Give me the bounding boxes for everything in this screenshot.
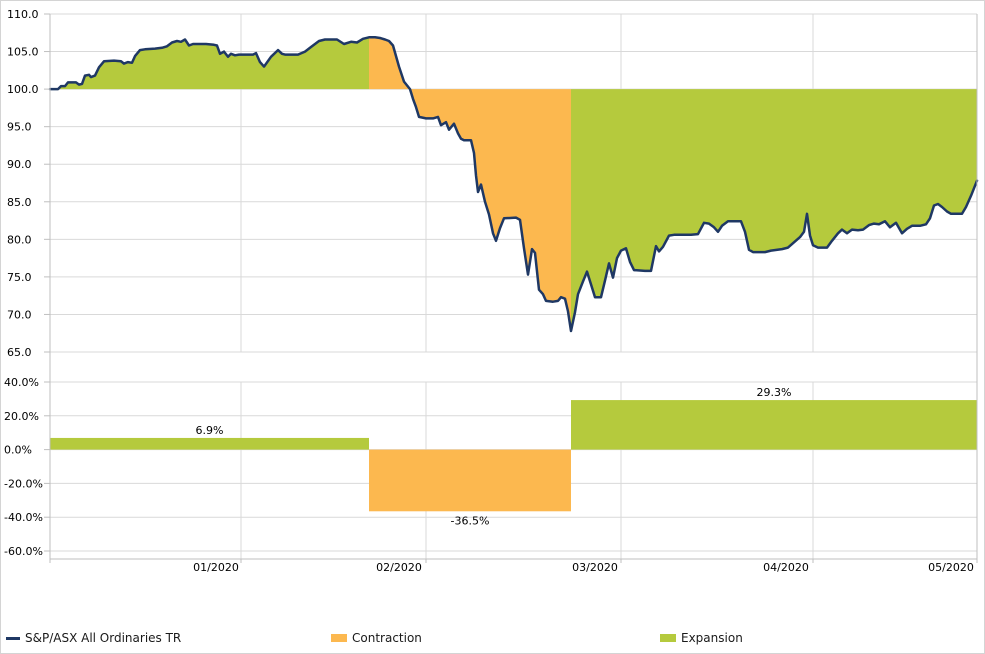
- chart-svg: 6.9% -36.5% 29.3% 110.0 105.0 100.0 95.0 90.0 8…: [4, 8, 979, 574]
- expansion-bar: [571, 400, 977, 450]
- y-tick-label: 110.0: [7, 8, 39, 21]
- y-axis-labels-top: 110.0 105.0 100.0 95.0 90.0 85.0 80.0 75.0 70.0 6…: [7, 8, 39, 359]
- x-tick-label: 03/2020: [572, 561, 618, 574]
- index-line-series: [48, 36, 979, 333]
- contraction-bar: [369, 449, 571, 512]
- y-tick-label: 85.0: [7, 196, 32, 209]
- axes: [44, 13, 978, 563]
- y-axis-labels-bottom: 40.0% 20.0% 0.0% -20.0% -40.0% -60.0%: [4, 376, 43, 558]
- y-tick-label: 65.0: [7, 346, 32, 359]
- y-tick-label: -20.0%: [4, 477, 43, 490]
- y-tick-label: 100.0: [7, 83, 39, 96]
- expansion-area: [50, 37, 369, 90]
- bar-value-label: -36.5%: [451, 514, 490, 527]
- x-tick-label: 04/2020: [763, 561, 809, 574]
- x-tick-label: 02/2020: [376, 561, 422, 574]
- expansion-bar: [50, 437, 369, 450]
- y-tick-label: 75.0: [7, 271, 32, 284]
- y-tick-label: 40.0%: [4, 376, 39, 389]
- phase-return-bars: [50, 400, 977, 512]
- phase-fill-areas: [50, 37, 977, 332]
- x-tick-label: 05/2020: [928, 561, 974, 574]
- y-tick-label: -40.0%: [4, 511, 43, 524]
- legend-item-contraction[interactable]: Contraction: [331, 630, 422, 646]
- y-tick-label: 95.0: [7, 121, 32, 134]
- bar-value-label: 29.3%: [757, 386, 792, 399]
- bar-value-label: 6.9%: [196, 424, 224, 437]
- contraction-swatch: [331, 634, 347, 642]
- bar-value-labels: 6.9% -36.5% 29.3%: [196, 386, 792, 527]
- legend-label-series: S&P/ASX All Ordinaries TR: [25, 631, 182, 645]
- x-axis-labels: 01/2020 02/2020 03/2020 04/2020 05/2020: [193, 561, 974, 574]
- series-line-swatch: [6, 636, 20, 640]
- x-tick-label: 01/2020: [193, 561, 239, 574]
- contraction-area: [369, 37, 571, 332]
- y-tick-label: 70.0: [7, 308, 32, 321]
- legend-label-contraction: Contraction: [352, 631, 422, 645]
- expansion-swatch: [660, 634, 676, 642]
- expansion-area: [571, 89, 977, 331]
- y-tick-label: 80.0: [7, 233, 32, 246]
- y-tick-label: 90.0: [7, 158, 32, 171]
- legend-label-expansion: Expansion: [681, 631, 743, 645]
- index-line: [48, 36, 979, 333]
- legend-item-series[interactable]: S&P/ASX All Ordinaries TR: [6, 630, 181, 646]
- legend-item-expansion[interactable]: Expansion: [660, 630, 743, 646]
- y-tick-label: 105.0: [7, 46, 39, 59]
- y-tick-label: -60.0%: [4, 545, 43, 558]
- y-tick-label: 20.0%: [4, 410, 39, 423]
- y-tick-label: 0.0%: [4, 444, 32, 457]
